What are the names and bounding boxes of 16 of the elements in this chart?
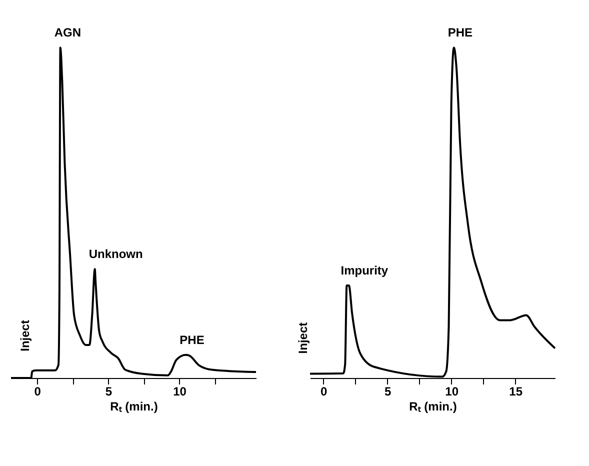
- x-axis-title: Rₜ (min.): [409, 400, 457, 414]
- annotation: Impurity: [340, 264, 388, 278]
- x-tick-label: 15: [509, 384, 523, 398]
- x-tick-label: 5: [384, 384, 392, 398]
- x-axis-title: Rₜ (min.): [110, 400, 158, 414]
- annotation: Unknown: [88, 246, 143, 261]
- annotation: AGN: [54, 26, 81, 40]
- annotation: Inject: [296, 322, 310, 354]
- x-tick-label: 0: [34, 384, 42, 398]
- x-tick-label: 0: [320, 384, 328, 398]
- annotation: PHE: [448, 26, 473, 40]
- x-tick-label: 10: [445, 384, 459, 398]
- annotation: PHE: [180, 332, 204, 347]
- x-tick-label: 10: [173, 384, 187, 398]
- x-tick-label: 5: [105, 384, 112, 398]
- annotation: Inject: [18, 320, 32, 352]
